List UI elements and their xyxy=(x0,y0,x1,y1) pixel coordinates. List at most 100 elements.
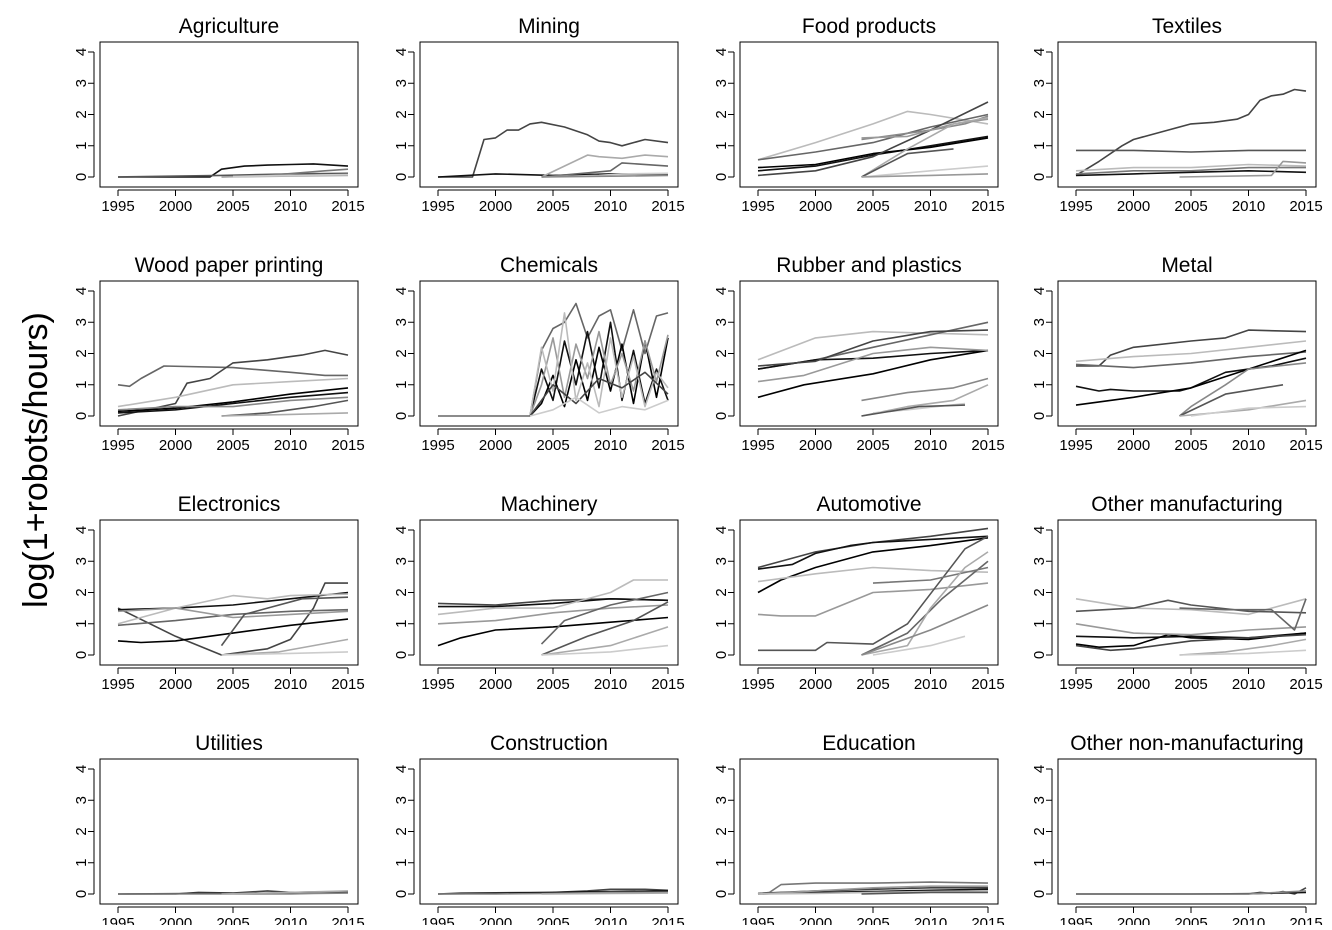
series-line xyxy=(1075,599,1307,614)
series-line xyxy=(872,566,989,584)
plot-frame xyxy=(1057,758,1317,905)
plot-frame xyxy=(419,280,679,427)
y-tick-label: 4 xyxy=(1031,48,1048,56)
x-tick-label: 2000 xyxy=(479,676,512,693)
y-tick-label: 3 xyxy=(1031,79,1048,87)
y-tick-label: 1 xyxy=(1031,620,1048,628)
y-tick-label: 2 xyxy=(713,588,730,596)
x-tick-label: 2010 xyxy=(1232,915,1265,925)
plot-frame xyxy=(739,758,999,905)
panel: Other manufacturing 1995 2000 2005 2010 2015 0… xyxy=(1031,493,1323,693)
x-tick-label: 2015 xyxy=(331,676,364,693)
series-line xyxy=(529,330,669,417)
panel: Wood paper printing 1995 2000 2005 2010 2015 0… xyxy=(73,254,365,454)
x-tick-label: 1995 xyxy=(1059,915,1092,925)
y-tick-label: 3 xyxy=(1031,557,1048,565)
x-tick-label: 2000 xyxy=(1117,676,1150,693)
series-line xyxy=(1075,88,1307,177)
series-line xyxy=(541,174,669,178)
x-tick-label: 2010 xyxy=(274,437,307,454)
series-line xyxy=(757,137,989,169)
y-tick-label: 3 xyxy=(73,79,90,87)
x-tick-label: 2005 xyxy=(856,437,889,454)
y-tick-label: 3 xyxy=(393,796,410,804)
series-line xyxy=(221,399,349,417)
y-tick-label: 4 xyxy=(713,765,730,773)
series-line xyxy=(1179,638,1307,656)
y-tick-label: 3 xyxy=(713,557,730,565)
series-line xyxy=(541,626,669,656)
x-tick-label: 2005 xyxy=(216,198,249,215)
y-tick-label: 3 xyxy=(393,79,410,87)
y-tick-label: 0 xyxy=(73,651,90,659)
series-line xyxy=(757,329,989,367)
panel-title: Chemicals xyxy=(500,254,598,277)
plot-frame xyxy=(1057,280,1317,427)
panel-title: Other manufacturing xyxy=(1091,493,1282,516)
series-line xyxy=(861,116,989,178)
y-tick-label: 4 xyxy=(713,48,730,56)
y-tick-label: 0 xyxy=(713,651,730,659)
y-tick-label: 1 xyxy=(393,620,410,628)
x-tick-label: 2015 xyxy=(331,198,364,215)
series-line xyxy=(117,391,349,414)
y-tick-label: 1 xyxy=(393,859,410,867)
x-tick-label: 2000 xyxy=(159,915,192,925)
y-tick-label: 4 xyxy=(73,287,90,295)
series-line xyxy=(438,597,669,608)
y-tick-label: 2 xyxy=(1031,827,1048,835)
panel-title: Other non-manufacturing xyxy=(1070,732,1303,755)
series-line xyxy=(117,172,349,178)
x-tick-label: 1995 xyxy=(741,676,774,693)
y-tick-label: 0 xyxy=(393,890,410,898)
series-line xyxy=(1075,340,1307,363)
panel-title: Mining xyxy=(518,15,580,38)
y-tick-label: 4 xyxy=(73,526,90,534)
y-tick-label: 0 xyxy=(713,173,730,181)
y-tick-label: 2 xyxy=(713,349,730,357)
x-tick-label: 1995 xyxy=(741,915,774,925)
x-tick-label: 2010 xyxy=(914,676,947,693)
panel-title: Agriculture xyxy=(179,15,279,38)
x-tick-label: 2010 xyxy=(274,198,307,215)
series-line xyxy=(757,535,989,570)
x-tick-label: 2000 xyxy=(1117,437,1150,454)
y-tick-label: 1 xyxy=(73,859,90,867)
series-line xyxy=(529,312,669,417)
x-tick-label: 2000 xyxy=(799,198,832,215)
plot-frame xyxy=(99,758,359,905)
y-tick-label: 2 xyxy=(393,588,410,596)
panel: Electronics 1995 2000 2005 2010 2015 0 1 2 3 4 xyxy=(73,493,365,693)
series-line xyxy=(232,173,349,178)
y-tick-label: 4 xyxy=(713,287,730,295)
series-line xyxy=(1179,598,1307,631)
y-tick-label: 2 xyxy=(73,827,90,835)
x-tick-label: 2005 xyxy=(856,915,889,925)
y-tick-label: 2 xyxy=(393,110,410,118)
y-tick-label: 3 xyxy=(1031,318,1048,326)
x-tick-label: 1995 xyxy=(1059,437,1092,454)
series-line xyxy=(757,113,989,161)
y-tick-label: 0 xyxy=(713,412,730,420)
x-tick-label: 2000 xyxy=(1117,915,1150,925)
series-line xyxy=(757,346,989,383)
series-line xyxy=(438,121,669,178)
panel: Food products 1995 2000 2005 2010 2015 0 1 2 3 4 xyxy=(713,15,1005,215)
series-line xyxy=(1178,362,1307,417)
series-line xyxy=(529,371,669,417)
y-tick-label: 2 xyxy=(1031,588,1048,596)
x-tick-label: 2000 xyxy=(159,198,192,215)
x-tick-label: 1995 xyxy=(101,915,134,925)
series-line xyxy=(861,165,989,178)
series-line xyxy=(757,135,989,172)
x-tick-label: 2010 xyxy=(914,915,947,925)
panel: Chemicals 1995 2000 2005 2010 2015 0 1 2 3 4 xyxy=(393,254,685,454)
panel-title: Electronics xyxy=(178,493,281,516)
panel: Construction 1995 2000 2005 2010 2015 0 1 2 3 4 xyxy=(393,732,685,930)
x-tick-label: 1995 xyxy=(741,437,774,454)
x-tick-label: 1995 xyxy=(1059,198,1092,215)
plot-frame xyxy=(99,280,359,427)
x-tick-label: 2010 xyxy=(594,437,627,454)
series-line xyxy=(1179,384,1284,417)
series-line xyxy=(1075,623,1307,636)
